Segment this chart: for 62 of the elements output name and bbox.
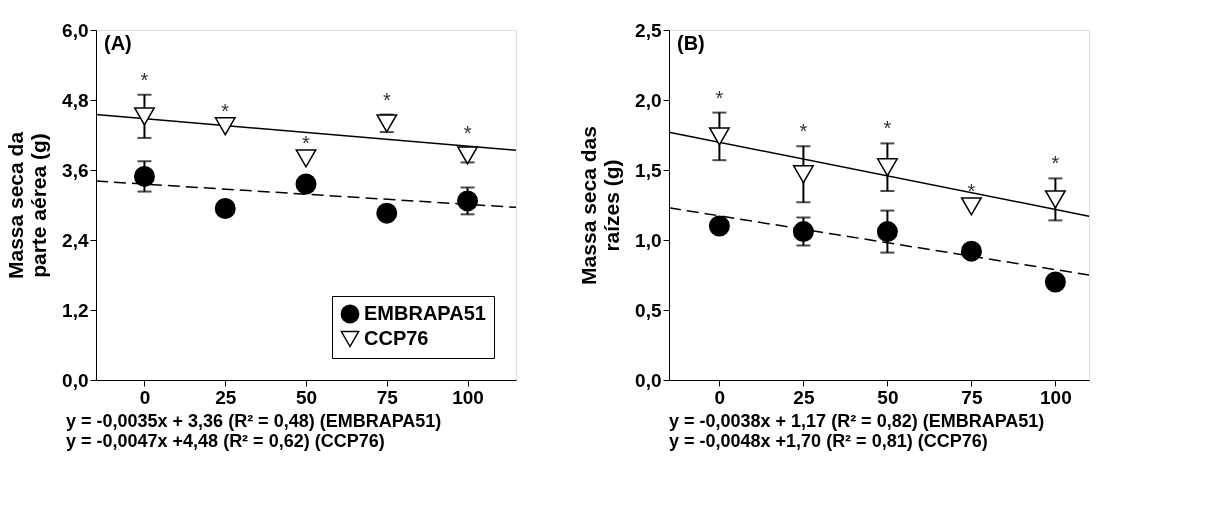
x-tick-label: 75 bbox=[961, 386, 983, 408]
y-tick-label: 0,5 bbox=[635, 299, 662, 321]
annotation: * bbox=[883, 117, 892, 140]
y-axis-title: Massa seca das raízes (g) bbox=[577, 126, 624, 285]
annotation: * bbox=[302, 132, 311, 155]
annotation: * bbox=[140, 68, 149, 91]
annotation: * bbox=[221, 100, 230, 123]
y-tick-label: 2,0 bbox=[635, 89, 662, 111]
text: y = -0,0048x +1,70 (R² = 0,81) (CCP76) bbox=[669, 431, 988, 451]
point bbox=[708, 127, 730, 146]
point bbox=[376, 114, 398, 133]
point bbox=[792, 165, 814, 184]
text: y = -0,0035x + 3,36 (R² = 0,48) (EMBRAPA51) bbox=[66, 411, 442, 431]
x-tick-label: 0 bbox=[139, 386, 151, 408]
y-tick-label: 6,0 bbox=[62, 19, 89, 41]
x-tick-label: 0 bbox=[714, 386, 726, 408]
point bbox=[960, 240, 982, 262]
point bbox=[133, 107, 155, 126]
x-tick-label: 25 bbox=[215, 386, 237, 408]
legend-label: EMBRAPA51 bbox=[364, 302, 486, 324]
chart-title: (A) bbox=[104, 32, 132, 54]
y-tick-label: 1,2 bbox=[62, 299, 89, 321]
text: y = -0,0038x + 1,17 (R² = 0,82) (EMBRAPA51) bbox=[669, 411, 1045, 431]
y-axis-title: Massa seca da parte aérea (g) bbox=[4, 131, 51, 280]
point bbox=[214, 117, 236, 136]
point bbox=[1044, 190, 1066, 209]
annotation: * bbox=[382, 88, 391, 111]
point bbox=[457, 146, 479, 165]
annotation: * bbox=[967, 180, 976, 203]
y-tick-label: 1,5 bbox=[635, 159, 662, 181]
chart-title: (B) bbox=[677, 32, 705, 54]
point bbox=[295, 173, 317, 195]
point bbox=[214, 198, 236, 219]
x-tick-label: 25 bbox=[793, 386, 815, 408]
y-tick-label: 3,6 bbox=[62, 159, 89, 181]
point bbox=[960, 197, 982, 216]
y-tick-label: 0,0 bbox=[635, 369, 662, 391]
x-tick-label: 50 bbox=[295, 386, 318, 408]
legend-label: CCP76 bbox=[364, 327, 429, 349]
point bbox=[1044, 271, 1066, 293]
annotation: * bbox=[715, 86, 724, 109]
y-tick-label: 4,8 bbox=[62, 89, 89, 111]
point bbox=[876, 158, 898, 177]
annotation: * bbox=[799, 120, 808, 143]
annotation: * bbox=[463, 122, 472, 145]
point bbox=[792, 221, 814, 243]
y-tick-label: 0,0 bbox=[62, 369, 89, 391]
point bbox=[708, 215, 730, 237]
x-tick-label: 75 bbox=[376, 386, 399, 408]
y-tick-label: 2,5 bbox=[635, 19, 662, 41]
point bbox=[457, 190, 479, 212]
y-tick-label: 1,0 bbox=[635, 229, 662, 251]
annotation: * bbox=[1051, 152, 1060, 175]
x-tick-label: 100 bbox=[1040, 386, 1072, 408]
y-tick-label: 2,4 bbox=[62, 229, 89, 251]
text: y = -0,0047x +4,48 (R² = 0,62) (CCP76) bbox=[66, 431, 385, 451]
point bbox=[133, 165, 155, 187]
x-tick-label: 50 bbox=[877, 386, 899, 408]
x-tick-label: 100 bbox=[452, 386, 484, 408]
point bbox=[295, 149, 317, 168]
point bbox=[376, 202, 398, 224]
point bbox=[876, 221, 898, 243]
